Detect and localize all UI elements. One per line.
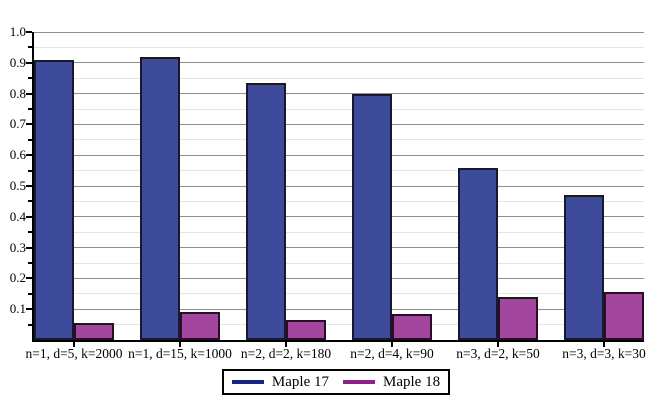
gridline-major	[34, 216, 644, 218]
y-tick-label: 0.9	[9, 54, 26, 70]
x-tick	[603, 342, 605, 347]
x-tick	[285, 342, 287, 347]
gridline-major	[34, 123, 644, 125]
gridline-major	[34, 93, 644, 95]
y-tick	[28, 108, 32, 110]
bar-maple-18	[604, 292, 644, 340]
gridline-minor	[34, 77, 644, 79]
y-tick-label: 0.7	[9, 116, 26, 132]
maple-18-line-swatch	[343, 380, 375, 384]
y-tick-label: 1.0	[9, 24, 26, 39]
gridline-minor	[34, 262, 644, 264]
y-tick-label: 0.1	[9, 301, 26, 317]
maple-17-line-swatch	[231, 380, 264, 384]
bar-maple-17	[140, 57, 180, 340]
y-tick-label: 0.3	[9, 239, 26, 255]
y-tick	[28, 292, 32, 295]
x-tick-label: n=2, d=4, k=90	[350, 346, 434, 361]
y-tick	[26, 185, 32, 187]
bar-maple-17	[352, 94, 392, 340]
gridline-minor	[34, 170, 644, 172]
x-tick	[497, 342, 499, 347]
y-tick	[28, 138, 32, 141]
y-tick	[28, 231, 32, 234]
legend-item-maple-17: Maple 17	[231, 373, 329, 391]
y-tick	[26, 92, 32, 95]
plot-area: 0.1 0.2 0.3 0.4 0.5 0.6 0.7 0.8 0.9 1.0 n=1, d=5, …	[10, 24, 646, 361]
y-tick	[26, 215, 32, 218]
y-tick	[26, 308, 32, 311]
bar-maple-17	[246, 83, 286, 340]
y-tick	[28, 323, 32, 326]
gridline-minor	[34, 108, 644, 110]
legend-label-maple-17: Maple 17	[271, 374, 329, 390]
bar-maple-18	[180, 312, 220, 340]
y-tick	[28, 169, 32, 172]
bar-maple-18	[74, 323, 114, 340]
y-tick	[28, 262, 32, 264]
y-tick	[28, 77, 32, 80]
bar-maple-17	[34, 60, 74, 340]
y-tick-label: 0.4	[9, 208, 26, 224]
y-tick	[28, 46, 32, 49]
legend-item-maple-18: Maple 18	[343, 373, 440, 391]
x-tick	[391, 342, 393, 347]
bar-maple-18	[286, 320, 326, 340]
gridline-major	[34, 308, 644, 310]
bar-maple-18	[392, 314, 432, 340]
y-tick	[26, 277, 32, 280]
y-tick-label: 0.8	[9, 85, 26, 101]
y-tick	[26, 31, 32, 33]
gridline-major	[34, 185, 644, 187]
gridline-major	[34, 247, 644, 249]
x-tick-label: n=3, d=3, k=30	[562, 346, 646, 361]
bar-maple-17	[564, 195, 604, 340]
legend-label-maple-18: Maple 18	[383, 374, 441, 390]
y-tick	[28, 200, 32, 203]
x-tick-label: n=3, d=2, k=50	[456, 346, 540, 361]
x-tick-label: n=1, d=5, k=2000	[25, 346, 123, 361]
gridline-minor	[34, 46, 644, 48]
bar-maple-17	[458, 168, 498, 340]
gridline-minor	[34, 293, 644, 295]
x-tick-label: n=2, d=2, k=180	[240, 346, 332, 361]
gridline-major	[34, 31, 644, 33]
y-tick-label: 0.5	[9, 178, 26, 193]
x-tick	[73, 342, 75, 347]
y-tick	[26, 246, 32, 249]
legend: Maple 17 Maple 18	[222, 369, 450, 395]
gridline-major	[34, 277, 644, 279]
y-tick-label: 0.2	[9, 270, 26, 286]
y-tick	[26, 154, 32, 157]
x-tick	[179, 342, 181, 347]
gridline-major	[34, 154, 644, 156]
x-tick-label: n=1, d=15, k=1000	[128, 346, 232, 361]
gridline-major	[34, 62, 644, 64]
y-tick-label: 0.6	[9, 147, 26, 163]
gridline-minor	[34, 139, 644, 141]
gridline-minor	[34, 231, 644, 233]
gridline-minor	[34, 200, 644, 202]
bar-maple-18	[498, 297, 538, 340]
y-tick	[26, 123, 32, 126]
gridline-minor	[34, 324, 644, 326]
y-tick	[26, 61, 32, 64]
